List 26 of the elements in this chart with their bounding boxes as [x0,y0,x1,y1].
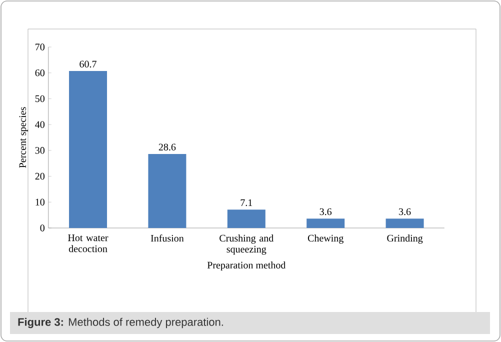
x-tick-label: Hot water decoction [68,234,108,252]
bar [69,71,108,228]
bar [227,210,266,228]
bar [306,218,345,228]
y-tick-label: 0 [40,224,44,232]
text: Figure 3: Methods of remedy preparation. [18,318,223,328]
y-tick-label: 10 [36,198,44,206]
data-label: 3.6 [320,208,332,216]
y-tick-label: 30 [35,147,44,154]
y-tick-label: 60 [35,69,44,76]
data-label: 3.6 [399,208,411,216]
data-label: 60.7 [80,60,96,68]
x-tick-label: Infusion [150,234,184,242]
bar [386,218,424,228]
y-tick-label: 50 [35,95,44,102]
y-tick-label: 40 [35,121,44,128]
data-label: 7.1 [240,199,252,206]
y-tick-label: 20 [35,172,44,180]
data-label: 28.6 [158,144,176,151]
x-tick-label: Crushing and squeezing [220,234,274,255]
y-axis-title: Percent species [19,107,28,168]
bar [148,154,186,228]
x-tick-label: Chewing [308,234,344,244]
x-axis-title: Preparation method [207,261,286,271]
x-tick-label: Grinding [387,234,423,244]
y-tick-label: 70 [36,44,44,50]
